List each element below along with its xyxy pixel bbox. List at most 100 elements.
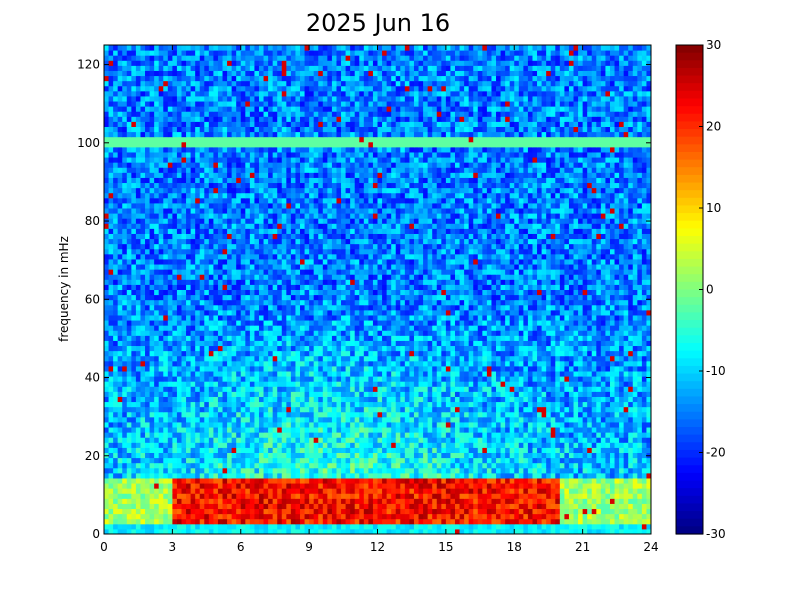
heatmap-cell xyxy=(436,528,442,535)
heatmap-cell xyxy=(641,477,647,484)
heatmap-cell xyxy=(322,477,328,484)
heatmap-cell xyxy=(559,508,565,515)
heatmap-cell xyxy=(345,462,351,469)
heatmap-cell xyxy=(418,472,424,479)
heatmap-cell xyxy=(423,447,429,453)
heatmap-cell xyxy=(181,386,187,392)
heatmap-cell xyxy=(249,493,255,499)
heatmap-cell xyxy=(240,416,246,423)
heatmap-cell xyxy=(122,472,128,479)
heatmap-cell xyxy=(217,396,224,403)
heatmap-cell xyxy=(555,488,561,494)
heatmap-cell xyxy=(404,340,410,347)
heatmap-cell xyxy=(300,513,306,520)
heatmap-cell xyxy=(281,416,287,423)
heatmap-cell xyxy=(573,401,579,408)
heatmap-cell xyxy=(272,411,278,418)
heatmap-cell xyxy=(550,493,556,499)
heatmap-cell xyxy=(263,386,269,392)
heatmap-cell xyxy=(272,437,278,443)
heatmap-cell xyxy=(359,406,365,413)
heatmap-cell xyxy=(217,371,224,377)
heatmap-cell xyxy=(258,493,265,499)
heatmap-cell xyxy=(272,340,278,347)
heatmap-cell xyxy=(382,498,388,504)
heatmap-cell xyxy=(596,411,602,418)
heatmap-cell xyxy=(391,437,397,443)
heatmap-cell xyxy=(231,513,237,520)
heatmap-cell xyxy=(628,360,634,367)
heatmap-cell xyxy=(605,325,611,331)
heatmap-cell xyxy=(596,508,602,515)
heatmap-cell xyxy=(441,488,447,494)
heatmap-cell xyxy=(445,462,451,469)
heatmap-cell xyxy=(227,421,233,428)
heatmap-cell xyxy=(227,503,233,510)
heatmap-cell xyxy=(628,518,634,525)
heatmap-cell xyxy=(309,462,315,469)
heatmap-cell xyxy=(263,416,269,423)
heatmap-cell xyxy=(505,376,511,382)
heatmap-cell xyxy=(313,477,319,484)
heatmap-cell xyxy=(537,523,543,530)
heatmap-cell xyxy=(322,355,328,362)
heatmap-cell xyxy=(281,371,287,377)
heatmap-cell xyxy=(300,365,306,372)
heatmap-cell xyxy=(400,442,406,448)
heatmap-cell xyxy=(268,452,274,459)
heatmap-cell xyxy=(523,381,529,387)
heatmap-cell xyxy=(368,523,374,530)
heatmap-cell xyxy=(423,381,429,387)
heatmap-cell xyxy=(140,421,146,428)
heatmap-cell xyxy=(336,467,342,474)
heatmap-cell xyxy=(290,467,296,474)
heatmap-cell xyxy=(418,391,424,397)
heatmap-cell xyxy=(605,350,611,357)
heatmap-cell xyxy=(555,467,561,474)
heatmap-cell xyxy=(518,437,524,443)
heatmap-cell xyxy=(441,528,447,535)
heatmap-cell xyxy=(263,376,269,382)
heatmap-cell xyxy=(537,340,543,347)
heatmap-cell xyxy=(582,421,588,428)
heatmap-cell xyxy=(208,345,214,352)
heatmap-cell xyxy=(300,447,306,453)
heatmap-cell xyxy=(331,467,337,474)
heatmap-cell xyxy=(300,452,306,459)
heatmap-cell xyxy=(290,401,296,408)
heatmap-cell xyxy=(454,386,461,392)
heatmap-cell xyxy=(404,320,410,326)
heatmap-cell xyxy=(413,335,420,341)
heatmap-cell xyxy=(309,447,315,453)
heatmap-cell xyxy=(231,320,237,326)
heatmap-cell xyxy=(327,493,333,499)
heatmap-cell xyxy=(286,391,292,397)
heatmap-cell xyxy=(587,325,593,331)
heatmap-cell xyxy=(482,513,488,520)
heatmap-cell xyxy=(477,396,483,403)
heatmap-cell xyxy=(386,406,392,413)
heatmap-cell xyxy=(327,427,333,433)
heatmap-cell xyxy=(605,498,611,504)
heatmap-cell xyxy=(568,432,575,438)
heatmap-cell xyxy=(104,365,110,372)
heatmap-cell xyxy=(523,488,529,494)
heatmap-cell xyxy=(441,462,447,469)
heatmap-cell xyxy=(404,483,410,489)
heatmap-cell xyxy=(158,523,164,530)
heatmap-cell xyxy=(555,371,561,377)
heatmap-cell xyxy=(423,528,429,535)
heatmap-cell xyxy=(395,350,401,357)
heatmap-cell xyxy=(596,523,602,530)
heatmap-cell xyxy=(477,488,483,494)
heatmap-cell xyxy=(496,493,502,499)
heatmap-cell xyxy=(217,452,224,459)
heatmap-cell xyxy=(190,340,196,347)
heatmap-cell xyxy=(600,437,606,443)
heatmap-cell xyxy=(413,483,420,489)
heatmap-cell xyxy=(131,437,137,443)
heatmap-cell xyxy=(158,483,164,489)
heatmap-cell xyxy=(154,340,160,347)
heatmap-cell xyxy=(249,518,255,525)
heatmap-cell xyxy=(290,406,296,413)
